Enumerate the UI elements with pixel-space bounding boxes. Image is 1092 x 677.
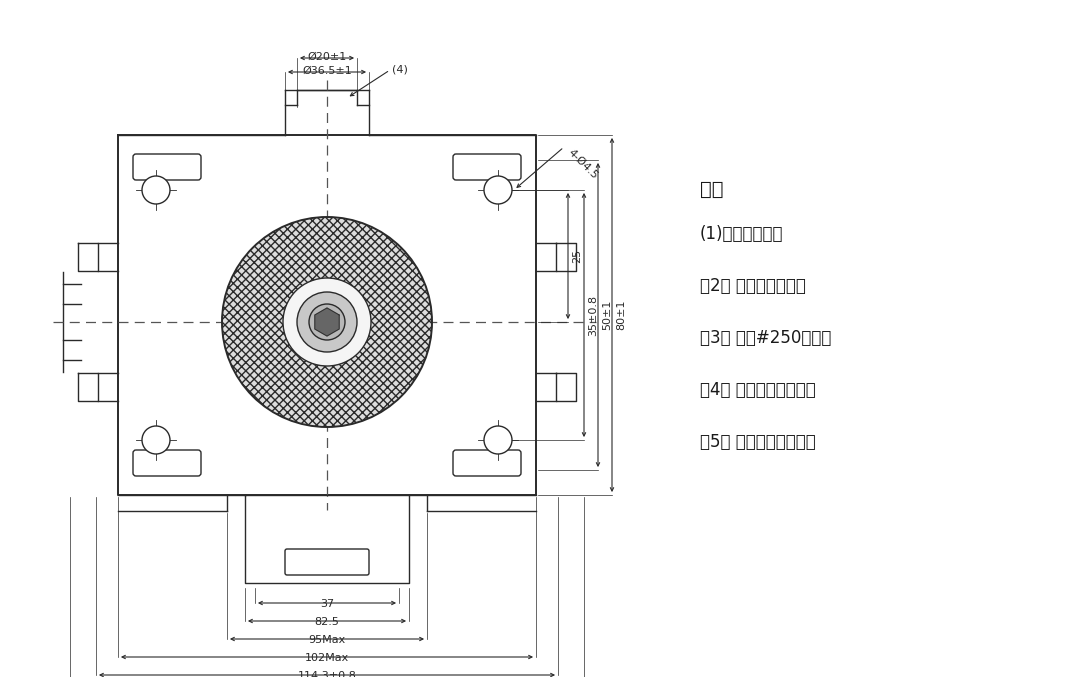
Text: (4): (4)	[392, 65, 408, 75]
Circle shape	[484, 176, 512, 204]
Circle shape	[142, 426, 170, 454]
Text: 4-Ø4.5: 4-Ø4.5	[566, 147, 600, 181]
Text: (1)微波输出端；: (1)微波输出端；	[700, 225, 783, 243]
Text: 25: 25	[572, 249, 582, 263]
Circle shape	[297, 292, 357, 352]
Circle shape	[283, 278, 371, 366]
Text: Ø20±1: Ø20±1	[307, 52, 346, 62]
Circle shape	[142, 176, 170, 204]
Circle shape	[222, 217, 432, 427]
Polygon shape	[314, 308, 340, 336]
Text: （2） 屏蔽盒测温点；: （2） 屏蔽盒测温点；	[700, 277, 806, 295]
Circle shape	[484, 426, 512, 454]
Text: 注：: 注：	[700, 180, 724, 199]
FancyBboxPatch shape	[133, 450, 201, 476]
Text: 102Max: 102Max	[305, 653, 349, 663]
Text: （4） 温控器安装位置；: （4） 温控器安装位置；	[700, 381, 816, 399]
Circle shape	[309, 304, 345, 340]
FancyBboxPatch shape	[453, 450, 521, 476]
Text: 114.3±0.8: 114.3±0.8	[297, 671, 356, 677]
Text: 35±0.8: 35±0.8	[587, 294, 598, 336]
Text: 37: 37	[320, 599, 334, 609]
FancyBboxPatch shape	[285, 549, 369, 575]
FancyBboxPatch shape	[133, 154, 201, 180]
Text: （5） 射频坠圈接触处。: （5） 射频坠圈接触处。	[700, 433, 816, 451]
Text: Ø36.5±1: Ø36.5±1	[302, 66, 352, 76]
Text: 80±1: 80±1	[616, 300, 626, 330]
Text: （3） 适用#250插头；: （3） 适用#250插头；	[700, 329, 831, 347]
Text: 50±1: 50±1	[602, 300, 612, 330]
Text: 82.5: 82.5	[314, 617, 340, 627]
Text: 95Max: 95Max	[308, 635, 346, 645]
FancyBboxPatch shape	[453, 154, 521, 180]
